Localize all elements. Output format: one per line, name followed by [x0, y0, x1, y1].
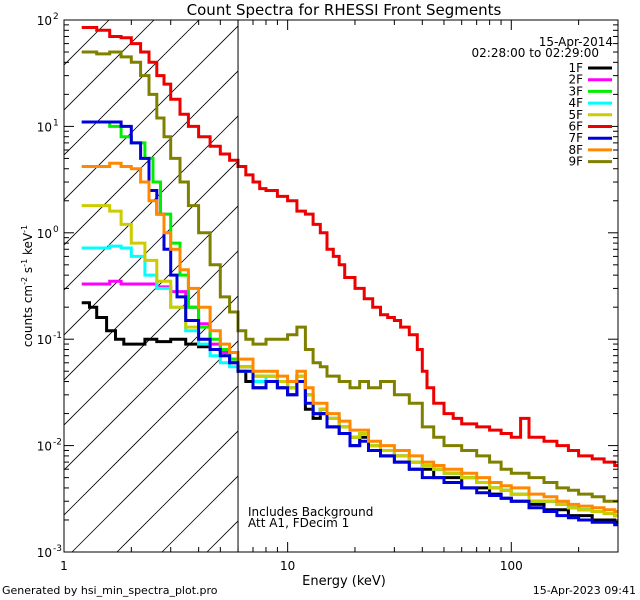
legend-label-4F: 4F — [568, 96, 583, 110]
x-tick-label: 100 — [500, 559, 523, 573]
legend-label-7F: 7F — [568, 131, 583, 145]
date-label: 15-Apr-2014 — [539, 35, 613, 49]
y-tick-exponent: -3 — [53, 544, 62, 554]
y-tick-exponent: -2 — [53, 438, 62, 448]
series-line-3F — [81, 120, 618, 518]
y-label-exp-2: -1 — [20, 225, 29, 233]
hatched-region — [64, 20, 640, 552]
y-tick-label: 10 — [37, 333, 52, 347]
y-tick-exponent: 1 — [53, 118, 59, 128]
legend-label-3F: 3F — [568, 84, 583, 98]
y-label-part-1: s — [21, 267, 35, 277]
hatch-line — [64, 70, 239, 246]
time-range-label: 02:28:00 to 02:29:00 — [472, 46, 599, 60]
series-line-9F — [81, 50, 618, 503]
y-tick-label: 10 — [37, 546, 52, 560]
series-line-5F — [81, 204, 618, 518]
hatch-line — [64, 295, 239, 471]
annotation-attenuator: Att A1, FDecim 1 — [248, 516, 349, 530]
annotation-background: Includes Background — [248, 505, 373, 519]
legend-label-9F: 9F — [568, 155, 583, 169]
y-tick-label: 10 — [37, 227, 52, 241]
y-label-exp-0: -2 — [20, 277, 29, 285]
hatch-line — [64, 250, 239, 426]
legend-label-1F: 1F — [568, 61, 583, 75]
series-line-6F — [81, 26, 618, 467]
series-line-7F — [81, 120, 618, 527]
series-line-1F — [81, 301, 618, 524]
plot-frame — [63, 19, 619, 553]
x-axis-label: Energy (keV) — [302, 574, 386, 589]
hatch-line — [612, 20, 640, 552]
legend-label-2F: 2F — [568, 73, 583, 87]
hatch-line — [477, 20, 640, 552]
y-label-part-0: counts cm — [21, 285, 35, 347]
hatch-line — [342, 20, 640, 552]
hatch-line — [64, 115, 239, 291]
y-tick-label: 10 — [37, 14, 52, 28]
y-tick-label: 10 — [37, 120, 52, 134]
x-axis: 1 10 100 — [60, 20, 619, 573]
generated-by: Generated by hsi_min_spectra_plot.pro — [2, 584, 218, 597]
x-tick-label: 1 — [60, 559, 68, 573]
series-line-8F — [81, 161, 618, 513]
hatch-line — [64, 20, 110, 66]
hatch-line — [116, 430, 239, 552]
y-label-exp-1: -1 — [20, 259, 29, 267]
legend-label-8F: 8F — [568, 143, 583, 157]
y-tick-exponent: 0 — [53, 225, 59, 235]
y-axis-label: counts cm-2 s-1 keV-1 — [20, 225, 35, 347]
hatch-line — [64, 340, 239, 516]
hatch-line — [64, 160, 239, 336]
legend-label-6F: 6F — [568, 120, 583, 134]
chart-title: Count Spectra for RHESSI Front Segments — [187, 1, 502, 19]
x-tick-label: 10 — [280, 559, 295, 573]
hatch-line — [64, 25, 239, 201]
y-label-part-2: keV — [21, 232, 35, 259]
y-tick-label: 10 — [37, 440, 52, 454]
hatch-line — [64, 20, 155, 111]
series-group — [81, 26, 618, 527]
hatch-line — [64, 20, 200, 156]
series-line-2F — [81, 279, 618, 518]
y-tick-exponent: 2 — [53, 12, 59, 22]
legend-label-5F: 5F — [568, 108, 583, 122]
hatch-line — [71, 385, 239, 552]
y-tick-exponent: -1 — [53, 331, 62, 341]
generated-on: 15-Apr-2023 09:41 — [533, 584, 636, 597]
